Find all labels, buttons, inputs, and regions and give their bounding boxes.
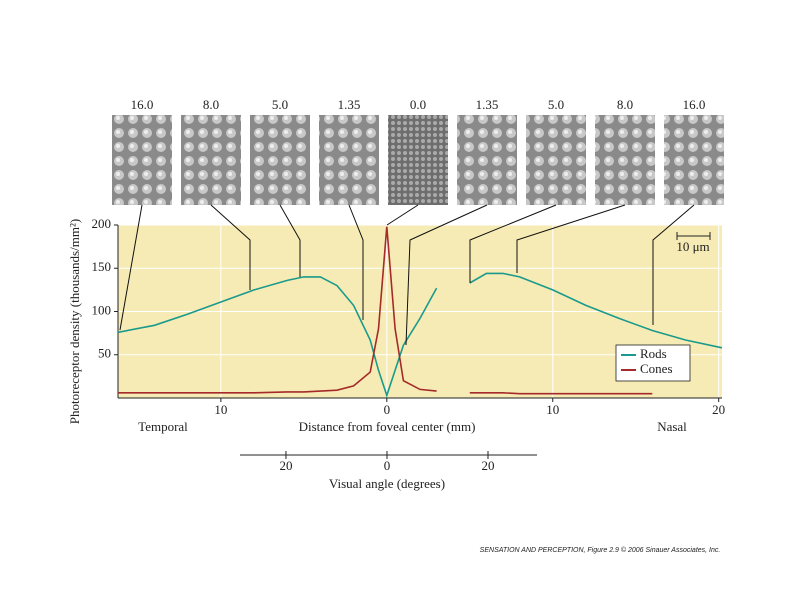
side-label: Nasal <box>657 419 687 434</box>
legend-box <box>615 344 691 382</box>
connector <box>119 204 143 331</box>
x-tick-label: 10 <box>214 402 227 417</box>
sample-label: 1.35 <box>338 97 361 112</box>
connector <box>516 204 626 273</box>
sample-label: 16.0 <box>683 97 706 112</box>
x2-axis-label: Visual angle (degrees) <box>329 476 445 491</box>
micrograph <box>457 115 517 205</box>
y-tick-label: 50 <box>98 346 111 361</box>
micrograph <box>526 115 586 205</box>
connector <box>348 204 364 320</box>
micrograph <box>112 115 172 205</box>
connector <box>469 204 557 283</box>
micrograph <box>664 115 724 205</box>
x2-tick-label: 20 <box>482 458 495 473</box>
micrograph <box>388 115 448 205</box>
y-tick-label: 100 <box>92 302 112 317</box>
y-axis-label: Photoreceptor density (thousands/mm²) <box>67 219 82 424</box>
micrograph <box>595 115 655 205</box>
micrograph <box>319 115 379 205</box>
y-tick-label: 200 <box>92 216 112 231</box>
sample-label: 0.0 <box>410 97 426 112</box>
sample-label: 1.35 <box>476 97 499 112</box>
legend-label: Rods <box>640 346 667 361</box>
x2-tick-label: 0 <box>384 458 391 473</box>
micrographs <box>112 115 724 205</box>
micrograph <box>181 115 241 205</box>
micrograph <box>250 115 310 205</box>
connector <box>386 204 419 226</box>
x-tick-label: 0 <box>384 402 391 417</box>
x2-tick-label: 20 <box>279 458 292 473</box>
sample-label: 5.0 <box>272 97 288 112</box>
sample-label: 8.0 <box>617 97 633 112</box>
legend-label: Cones <box>640 361 673 376</box>
scale-bar-label: 10 μm <box>676 239 709 254</box>
x-tick-label: 20 <box>712 402 725 417</box>
x-axis-label: Distance from foveal center (mm) <box>299 419 476 434</box>
x-tick-label: 10 <box>546 402 559 417</box>
series-line <box>117 272 723 398</box>
series-line <box>118 226 653 395</box>
y-tick-label: 150 <box>92 259 112 274</box>
side-label: Temporal <box>138 419 188 434</box>
connector <box>652 204 695 325</box>
footer: SENSATION AND PERCEPTION, Figure 2.9 © 2… <box>480 546 721 554</box>
connector <box>210 204 251 290</box>
sample-label: 5.0 <box>548 97 564 112</box>
connector <box>279 204 301 277</box>
connector <box>405 204 488 346</box>
sample-label: 16.0 <box>131 97 154 112</box>
sample-label: 8.0 <box>203 97 219 112</box>
